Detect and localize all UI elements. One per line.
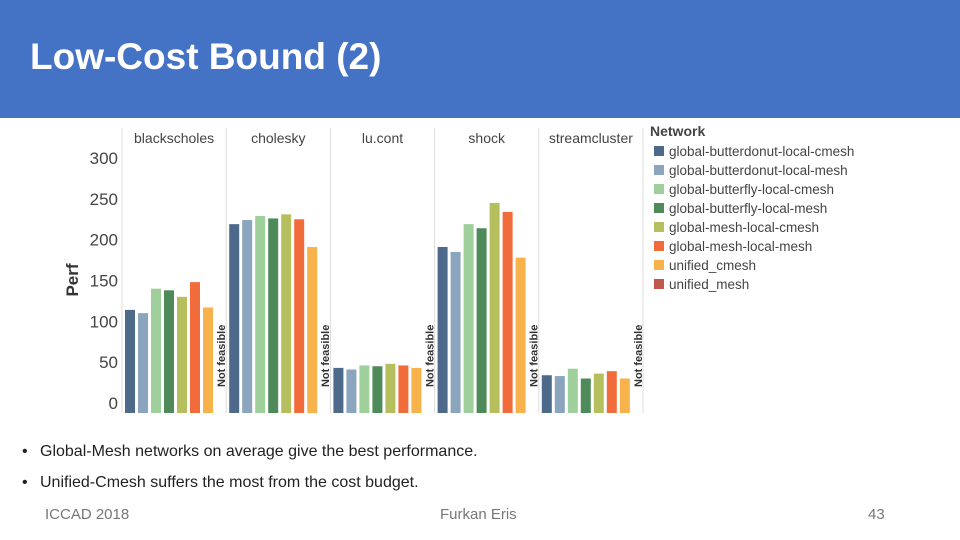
legend-label: global-mesh-local-cmesh — [669, 220, 819, 235]
y-tick-label: 300 — [90, 149, 118, 168]
bar — [255, 215, 266, 413]
bar — [385, 363, 396, 413]
legend-swatch — [654, 241, 664, 251]
bar — [463, 224, 474, 413]
legend-label: global-butterfly-local-mesh — [669, 201, 827, 216]
bar — [515, 257, 526, 413]
bar — [606, 371, 617, 413]
bar — [151, 288, 161, 413]
facet-label: shock — [468, 130, 506, 146]
bullet-dot: • — [22, 443, 28, 460]
bar — [541, 375, 552, 413]
bullet-text: Global-Mesh networks on average give the… — [40, 443, 478, 460]
title-bar: Low-Cost Bound (2) — [0, 0, 960, 118]
bar — [229, 224, 240, 413]
legend-label: global-butterdonut-local-mesh — [669, 163, 848, 178]
bar — [411, 367, 422, 413]
legend-swatch — [654, 222, 664, 232]
bar — [450, 251, 461, 413]
y-tick-label: 100 — [90, 312, 118, 331]
not-feasible-label: Not feasible — [633, 325, 645, 387]
legend-label: unified_mesh — [669, 277, 749, 292]
bullet-dot: • — [22, 474, 28, 491]
bar — [242, 220, 253, 413]
facet-label: lu.cont — [362, 130, 403, 146]
bar — [294, 219, 305, 413]
facet-label: streamcluster — [549, 130, 633, 146]
bar — [580, 378, 591, 413]
legend-label: global-mesh-local-mesh — [669, 239, 812, 254]
bar — [203, 307, 213, 413]
facet-label: cholesky — [251, 130, 305, 146]
bullet-text: Unified-Cmesh suffers the most from the … — [40, 474, 419, 491]
bar — [125, 309, 135, 413]
y-tick-label: 0 — [109, 394, 118, 413]
bar — [593, 373, 604, 413]
bar — [372, 366, 383, 413]
bar — [476, 228, 487, 413]
bar — [307, 247, 318, 413]
footer-conference: ICCAD 2018 — [45, 506, 130, 523]
legend-label: unified_cmesh — [669, 258, 756, 273]
not-feasible-label: Not feasible — [320, 325, 332, 387]
bar — [554, 376, 565, 413]
bar — [190, 282, 200, 413]
bar — [489, 202, 500, 413]
y-tick-label: 250 — [90, 190, 118, 209]
facet-header-strip — [122, 128, 643, 148]
slide-title: Low-Cost Bound (2) — [30, 36, 382, 77]
legend-swatch — [654, 146, 664, 156]
bar — [346, 369, 357, 413]
bar — [333, 367, 344, 413]
y-axis-label: Perf — [63, 263, 82, 296]
bar — [567, 368, 578, 413]
legend-swatch — [654, 165, 664, 175]
bullet-item: • Global-Mesh networks on average give th… — [22, 436, 478, 467]
legend-swatch — [654, 260, 664, 270]
bar — [619, 378, 630, 413]
y-tick-label: 200 — [90, 231, 118, 250]
bullet-item: • Unified-Cmesh suffers the most from the… — [22, 467, 478, 498]
legend-title: Network — [650, 123, 705, 139]
bar — [164, 290, 174, 413]
not-feasible-label: Not feasible — [529, 325, 541, 387]
legend-swatch — [654, 184, 664, 194]
bar — [281, 214, 292, 413]
bullet-list: • Global-Mesh networks on average give th… — [22, 436, 478, 498]
not-feasible-label: Not feasible — [216, 325, 228, 387]
page-number: 43 — [868, 506, 885, 523]
legend-label: global-butterfly-local-cmesh — [669, 182, 834, 197]
footer-author: Furkan Eris — [440, 506, 517, 523]
bar — [359, 365, 370, 413]
legend-swatch — [654, 279, 664, 289]
bar — [138, 313, 148, 413]
bar — [502, 211, 513, 413]
bar — [437, 247, 448, 413]
legend-swatch — [654, 203, 664, 213]
legend-label: global-butterdonut-local-cmesh — [669, 144, 854, 159]
bar — [268, 218, 279, 413]
not-feasible-label: Not feasible — [424, 325, 436, 387]
y-tick-label: 50 — [99, 353, 118, 372]
facet-label: blackscholes — [134, 130, 214, 146]
bar — [177, 296, 187, 413]
y-tick-label: 150 — [90, 272, 118, 291]
bar — [398, 365, 409, 413]
